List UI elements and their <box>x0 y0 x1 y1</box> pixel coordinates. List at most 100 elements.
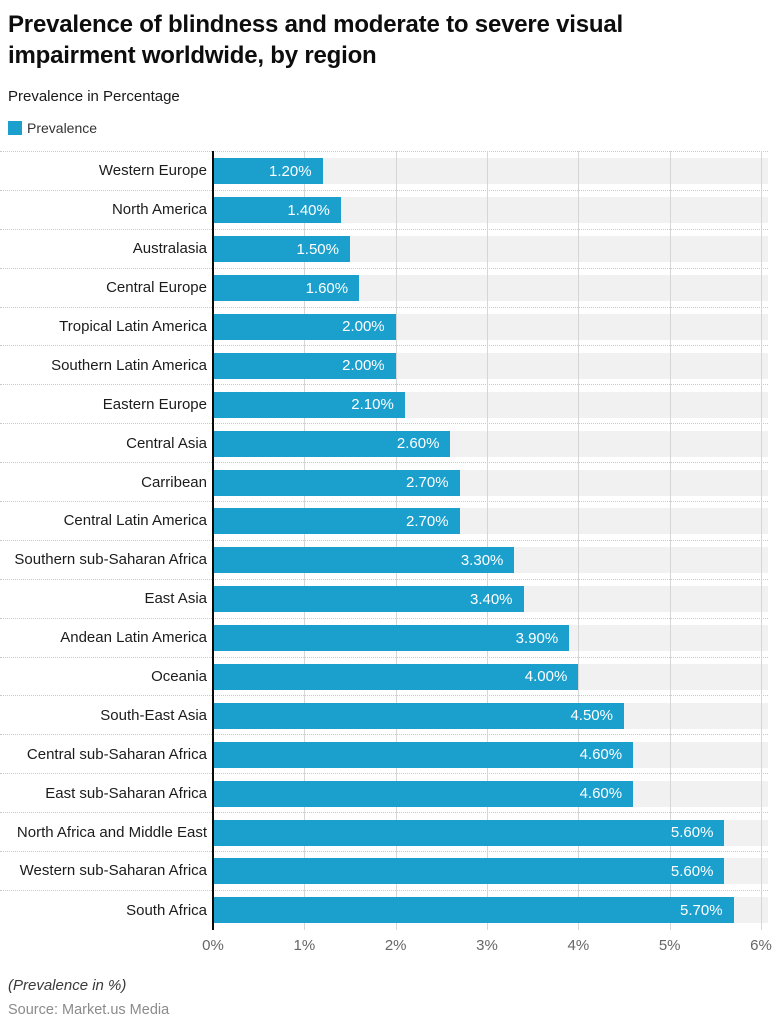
bar-value-label: 2.70% <box>406 512 449 530</box>
bar-value-label: 4.60% <box>579 785 623 803</box>
chart-row: South Africa 5.70% <box>0 891 768 930</box>
category-label: Andean Latin America <box>60 629 207 647</box>
bar-value-label: 2.00% <box>342 318 385 336</box>
bar: 1.20% <box>213 158 323 185</box>
category-label: Tropical Latin America <box>59 318 207 335</box>
bar: 2.70% <box>213 508 460 535</box>
x-axis-tick-label: 4% <box>567 936 590 954</box>
legend-swatch-icon <box>8 121 22 135</box>
category-label: Western sub-Saharan Africa <box>19 862 207 880</box>
y-axis-line <box>212 151 214 930</box>
row-scale: 3.30% <box>213 547 761 574</box>
category-label: East Asia <box>144 590 207 608</box>
row-scale: 2.00% <box>213 313 761 340</box>
chart-row: Carribean 2.70% <box>0 463 768 503</box>
row-scale: 4.50% <box>213 702 761 729</box>
row-scale: 4.60% <box>213 741 761 768</box>
category-label: Southern sub-Saharan Africa <box>14 551 207 569</box>
bar-value-label: 2.60% <box>396 435 440 453</box>
bar: 2.00% <box>213 352 396 379</box>
grid-line <box>304 151 306 930</box>
chart-row: South-East Asia 4.50% <box>0 696 768 736</box>
bar-value-label: 2.10% <box>351 396 394 414</box>
bar: 2.10% <box>213 391 405 418</box>
bar: 1.40% <box>213 197 341 224</box>
grid-line <box>395 151 397 930</box>
chart-row: Australasia 1.50% <box>0 230 768 269</box>
bar-value-label: 4.60% <box>579 746 623 764</box>
source-credit: Source: Market.us Media <box>8 1001 170 1018</box>
row-scale: 1.60% <box>213 275 761 302</box>
category-label: Central Europe <box>106 279 207 297</box>
row-scale: 4.60% <box>213 780 761 807</box>
x-axis-tick-label: 5% <box>658 936 681 954</box>
chart-row: East sub-Saharan Africa 4.60% <box>0 774 768 814</box>
category-label: Southern Latin America <box>51 356 207 374</box>
row-scale: 1.20% <box>213 158 761 185</box>
grid-line <box>487 151 488 930</box>
category-label: Oceania <box>151 668 207 686</box>
chart-row: Western Europe 1.20% <box>0 152 768 191</box>
chart-row: Eastern Europe 2.10% <box>0 385 768 425</box>
x-axis-tick-label: 1% <box>293 936 316 954</box>
chart-body: Western Europe 1.20% North America 1.40%… <box>0 151 768 930</box>
bar-value-label: 1.20% <box>269 162 312 180</box>
row-scale: 1.40% <box>213 197 761 224</box>
category-label: Central Asia <box>126 434 207 452</box>
bar-value-label: 5.70% <box>680 901 723 919</box>
row-scale: 2.10% <box>213 391 761 418</box>
bar: 3.40% <box>213 586 524 613</box>
bar: 2.00% <box>213 313 396 340</box>
bar-value-label: 3.30% <box>460 551 504 569</box>
axis-note: (Prevalence in %) <box>8 976 127 994</box>
legend-label: Prevalence <box>27 120 98 136</box>
row-scale: 5.60% <box>213 858 761 885</box>
bar-value-label: 1.60% <box>305 279 349 297</box>
chart-row: Oceania 4.00% <box>0 658 768 697</box>
category-label: North Africa and Middle East <box>16 823 207 841</box>
row-scale: 3.90% <box>213 625 761 652</box>
chart-page: Prevalence of blindness and moderate to … <box>0 9 775 1032</box>
bar-chart: Western Europe 1.20% North America 1.40%… <box>0 151 775 960</box>
bar: 4.60% <box>213 780 634 807</box>
bar-value-label: 2.70% <box>406 474 449 492</box>
chart-row: Central sub-Saharan Africa 4.60% <box>0 735 768 775</box>
category-label: Central Latin America <box>63 512 207 530</box>
category-label: East sub-Saharan Africa <box>45 784 207 802</box>
x-axis-tick-label: 2% <box>384 936 407 954</box>
chart-row: Central Asia 2.60% <box>0 424 768 464</box>
bar-value-label: 5.60% <box>670 862 714 880</box>
chart-row: Andean Latin America 3.90% <box>0 619 768 658</box>
row-scale: 5.70% <box>213 897 761 924</box>
bar-value-label: 4.00% <box>524 668 568 686</box>
x-axis-tick-label: 3% <box>476 936 498 954</box>
chart-row: East Asia 3.40% <box>0 580 768 619</box>
bar-value-label: 5.60% <box>670 824 714 842</box>
category-label: Carribean <box>141 473 207 491</box>
bar: 5.70% <box>213 897 734 924</box>
bar: 1.60% <box>213 275 360 302</box>
category-label: Australasia <box>132 240 207 258</box>
grid-line <box>578 151 580 930</box>
bar-value-label: 3.90% <box>515 629 559 647</box>
bar: 4.50% <box>213 702 624 729</box>
bar: 3.90% <box>213 625 570 652</box>
bar: 4.60% <box>213 741 634 768</box>
x-axis: 0% 1% 2% 3% 4% 5% 6% <box>202 930 772 960</box>
row-scale: 5.60% <box>213 819 761 846</box>
chart-subtitle: Prevalence in Percentage <box>8 88 180 105</box>
category-label: Western Europe <box>98 162 207 180</box>
category-label: Central sub-Saharan Africa <box>26 745 207 763</box>
grid-line <box>669 151 671 930</box>
bar-value-label: 2.00% <box>342 357 385 375</box>
chart-row: Southern Latin America 2.00% <box>0 346 768 386</box>
chart-row: North America 1.40% <box>0 191 768 230</box>
row-scale: 3.40% <box>213 586 761 613</box>
x-axis-tick-label: 0% <box>202 936 224 954</box>
bar-value-label: 1.40% <box>287 201 330 219</box>
grid-line <box>761 151 762 930</box>
bar: 3.30% <box>213 547 515 574</box>
row-scale: 2.60% <box>213 430 761 457</box>
category-label: Eastern Europe <box>102 395 207 413</box>
category-label: South-East Asia <box>100 706 207 724</box>
